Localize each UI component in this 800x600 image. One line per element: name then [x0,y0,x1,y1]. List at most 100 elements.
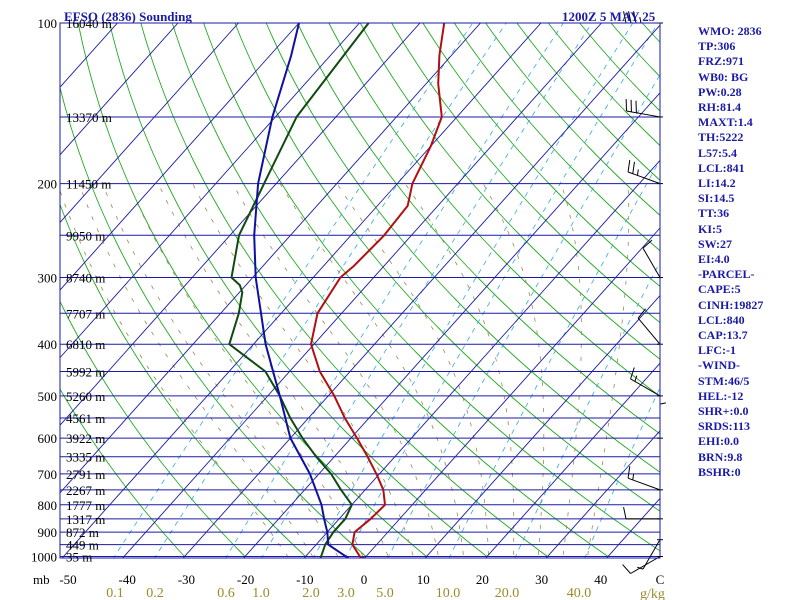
temperature-tick-label: 40 [594,572,607,587]
temperature-tick-label: 30 [535,572,548,587]
dry-adiabat-line [265,23,660,473]
mixing-ratio-line [344,23,659,558]
isobar-layer [60,22,660,557]
temperature-tick-label: 10 [417,572,430,587]
height-level-label: 11450 m [66,177,111,192]
temperature-tick-label: C [656,572,665,587]
pressure-tick-label: 300 [38,271,58,286]
pressure-tick-label: 100 [38,16,58,31]
isotherm-line [60,23,179,156]
mixing-ratio-unit-label: g/kg [640,587,665,600]
mixing-ratio-tick-label: 1.0 [252,586,270,600]
dry-adiabat-line [60,388,186,558]
temperature-tick-label: -50 [59,572,76,587]
moist-adiabat-line [404,183,515,558]
index-row: CAPE:5 [698,282,741,297]
index-row: PW:0.28 [698,84,742,99]
isotherm-line [60,23,239,224]
index-row: KI:5 [698,221,722,236]
mixing-ratio-tick-label: 0.1 [106,586,124,600]
moist-adiabat-line [128,183,365,558]
trace-layer [228,23,446,558]
wind-barb [627,466,663,491]
temperature-tick-label: -30 [178,572,195,587]
index-row: -WIND- [698,358,740,373]
index-row: MAXT:1.4 [698,115,753,130]
dry-adiabat-line [234,23,660,512]
isotherm-line [60,23,360,359]
height-level-label: 2791 m [66,467,105,482]
height-level-label: 5992 m [66,364,105,379]
moist-adiabat-line [232,183,440,558]
index-row: HEL:-12 [698,388,744,403]
temperature-tick-label: 0 [361,572,368,587]
temperature-tick-label: 20 [476,572,489,587]
mixing-ratio-tick-label: 2.0 [302,586,320,600]
isotherm-line [61,23,542,558]
index-row: LI:14.2 [698,176,736,191]
moist-adiabat-line [560,183,582,558]
mixing-ratio-tick-label: 10.0 [436,586,461,600]
mixing-ratio-tick-label: 20.0 [495,586,520,600]
index-row: FRZ:971 [698,54,744,69]
moist-adiabat-line [586,183,630,558]
isotherm-line [545,430,660,558]
index-row: STM:46/5 [698,373,750,388]
mixing-ratio-tick-label: 0.6 [217,586,235,600]
pressure-unit-label: mb [33,572,50,587]
dry-adiabat-line [359,23,660,360]
mixing-ratio-line [448,159,660,558]
temperature-tick-label: -40 [119,572,136,587]
height-level-label: 6810 m [66,337,105,352]
index-row: LCL:840 [698,312,745,327]
dry-adiabat-line [77,23,428,558]
pressure-tick-label: 800 [38,498,58,513]
dry-adiabat-line [109,23,488,558]
temperature-tick-label: -20 [237,572,254,587]
index-row: TH:5222 [698,130,744,145]
dry-adiabat-line [547,23,660,147]
index-row: LCL:841 [698,160,745,175]
dry-adiabat-line [171,23,609,558]
mixing-ratio-tick-label: 40.0 [567,586,592,600]
height-level-label: 3335 m [66,450,105,465]
index-row: EI:4.0 [698,252,730,267]
index-row: BRN:9.8 [698,449,743,464]
isotherm-line [364,227,660,558]
chart-title: EFSO (2836) Sounding [64,9,192,24]
index-row: WB0: BG [698,69,749,84]
height-level-label: 8740 m [66,271,105,286]
isotherm-line [0,23,57,568]
stability-index-panel: WMO: 2836 TP:306 FRZ:971 WB0: BG PW:0.28 RH:8… [698,24,798,480]
pressure-tick-label: 500 [38,389,58,404]
isotherm-line [485,362,660,558]
mixing-ratio-tick-label: 5.0 [376,586,394,600]
height-level-label: 13370 m [66,110,112,125]
height-level-label: 1317 m [66,512,105,527]
isotherm-line [424,294,660,558]
isotherm-line [182,24,660,558]
height-level-label: 16040 m [66,16,112,31]
height-level-label: 872 m [66,525,99,540]
mixing-ratio-line [584,386,660,558]
parcel-trace [253,23,350,558]
index-row: CAP:13.7 [698,328,748,343]
index-row: RH:81.4 [698,100,741,115]
wind-barb [637,308,663,345]
height-level-label: 2267 m [66,483,105,498]
wind-barb [627,160,663,185]
height-level-label: 9950 m [66,228,105,243]
dry-adiabat-line [60,203,307,558]
index-row: L57:5.4 [698,145,737,160]
index-row: SI:14.5 [698,191,735,206]
isotherm-line [122,23,602,558]
wind-barb [622,556,663,574]
moist-adiabat-line [482,183,545,558]
dry-adiabat-line [60,300,246,558]
moist-adiabat-line [102,183,340,558]
isotherm-line [60,23,421,426]
dry-adiabat-line [297,23,660,435]
moist-adiabat-line [60,189,290,558]
